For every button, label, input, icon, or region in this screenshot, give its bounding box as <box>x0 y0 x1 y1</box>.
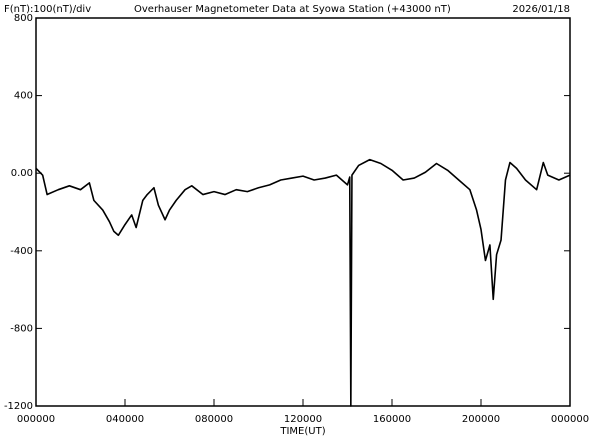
scale-label: F(nT):100(nT)/div <box>4 4 91 15</box>
x-tick-label: 080000 <box>195 414 233 425</box>
y-tick-label: 800 <box>14 13 33 24</box>
y-tick-label: 400 <box>14 91 33 102</box>
data-line <box>35 158 571 407</box>
x-tick-label: 120000 <box>284 414 322 425</box>
y-tick-label: -400 <box>10 246 33 257</box>
y-tick-label: -1200 <box>4 401 33 412</box>
x-tick-label: 000000 <box>551 414 589 425</box>
x-tick-label: 000000 <box>17 414 55 425</box>
date: 2026/01/18 <box>512 4 570 15</box>
x-tick-label: 160000 <box>373 414 411 425</box>
x-tick-label: 040000 <box>106 414 144 425</box>
y-tick-label: -800 <box>10 323 33 334</box>
x-axis-label: TIME(UT) <box>279 426 325 437</box>
y-tick-label: 0.00 <box>11 168 33 179</box>
chart-title: Overhauser Magnetometer Data at Syowa St… <box>134 4 451 15</box>
x-tick-label: 200000 <box>462 414 500 425</box>
